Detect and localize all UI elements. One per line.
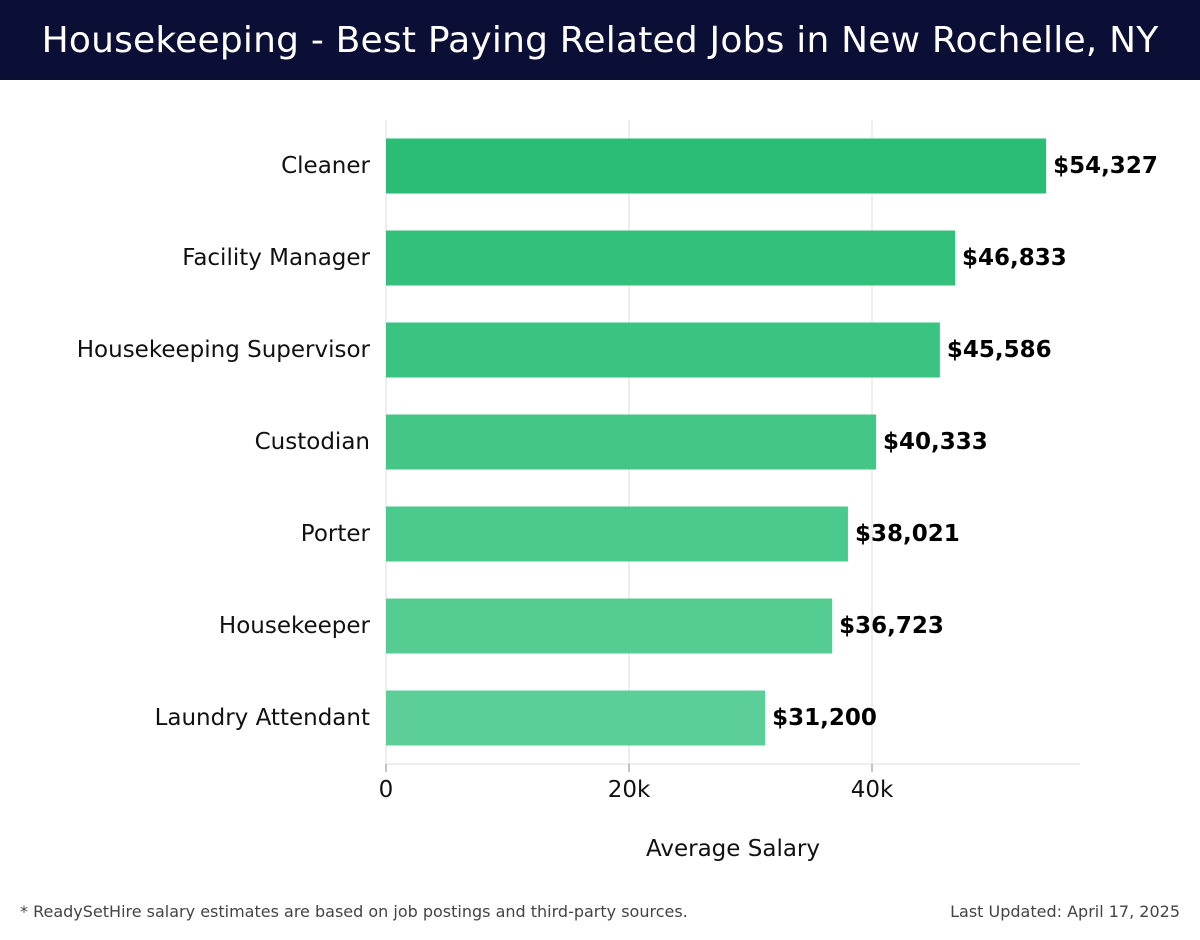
category-label: Porter [301, 521, 371, 547]
value-label: $40,333 [883, 429, 988, 455]
chart-title: Housekeeping - Best Paying Related Jobs … [41, 19, 1159, 61]
bar [386, 506, 848, 562]
category-label: Cleaner [281, 153, 370, 179]
x-tick-label: 20k [608, 777, 651, 803]
value-label: $36,723 [839, 613, 944, 639]
x-axis-title: Average Salary [646, 836, 820, 862]
value-label: $54,327 [1053, 153, 1158, 179]
last-updated: Last Updated: April 17, 2025 [950, 902, 1180, 921]
bar [386, 322, 940, 378]
category-label: Housekeeper [219, 613, 371, 639]
category-label: Custodian [255, 429, 370, 455]
category-label: Housekeeping Supervisor [77, 337, 371, 363]
value-label: $38,021 [855, 521, 960, 547]
bar [386, 230, 956, 286]
category-label: Laundry Attendant [155, 705, 370, 731]
value-label: $46,833 [962, 245, 1067, 271]
value-label: $45,586 [947, 337, 1052, 363]
footer-note: * ReadySetHire salary estimates are base… [20, 902, 688, 921]
value-label: $31,200 [772, 705, 877, 731]
bar [386, 138, 1047, 194]
x-tick-label: 40k [851, 777, 894, 803]
salary-bar-chart: Cleaner $54,327 Facility Manager $46,833 Hou… [77, 120, 1158, 862]
bar [386, 690, 766, 746]
chart-header: Housekeeping - Best Paying Related Jobs … [0, 0, 1200, 80]
bar [386, 414, 877, 470]
x-tick-label: 0 [379, 777, 394, 803]
bar [386, 598, 833, 654]
category-label: Facility Manager [182, 245, 370, 271]
